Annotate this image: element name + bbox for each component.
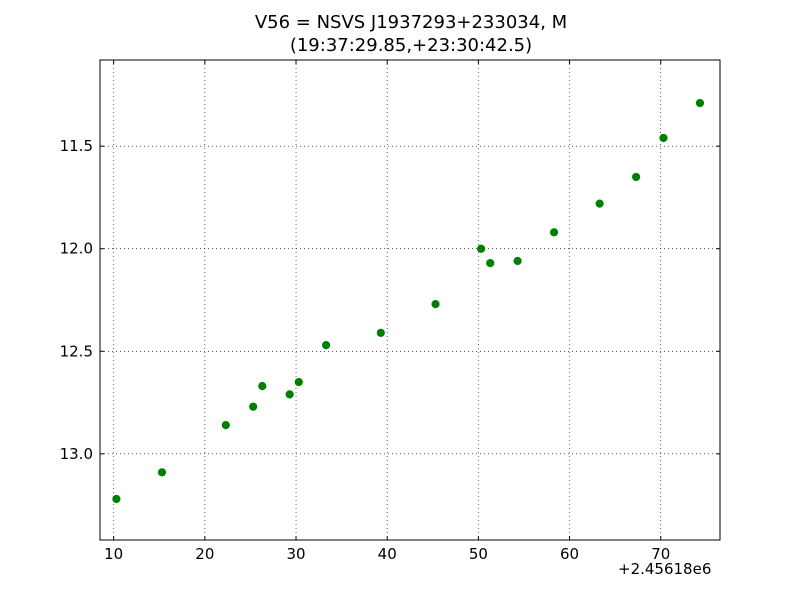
y-tick-label: 12.0: [60, 240, 93, 258]
data-point: [595, 199, 604, 208]
y-tick-label: 12.5: [60, 342, 93, 360]
y-tick-label: 13.0: [60, 445, 93, 463]
data-point: [695, 98, 705, 108]
data-point: [549, 228, 559, 237]
data-point: [157, 468, 167, 477]
x-tick-label: 50: [469, 545, 488, 563]
data-points: [112, 98, 705, 504]
data-point: [294, 377, 303, 387]
data-point: [285, 390, 294, 399]
data-point: [258, 382, 267, 391]
chart-title: V56 = NSVS J1937293+233034, M: [254, 12, 568, 33]
data-point: [477, 244, 486, 253]
data-point: [249, 402, 258, 411]
x-tick-label: 10: [104, 545, 123, 563]
data-point: [659, 133, 668, 143]
x-offset-label: +2.45618e6: [618, 560, 712, 578]
x-tick-label: 20: [195, 545, 214, 563]
x-tick-label: 30: [286, 545, 305, 563]
grid: [100, 60, 720, 540]
data-point: [221, 421, 230, 430]
x-tick-label: 60: [560, 545, 579, 563]
x-tick-label: 40: [378, 545, 397, 563]
x-tick-label: 70: [651, 545, 670, 563]
data-point: [322, 341, 331, 350]
ticks: 10 20 30 40 50 60 70 11.5 12.0 12.5 13.0: [60, 60, 720, 563]
data-point: [376, 328, 385, 337]
data-point: [486, 258, 495, 268]
y-tick-label: 11.5: [60, 137, 93, 155]
data-point: [112, 494, 121, 504]
data-point: [513, 256, 522, 266]
chart-subtitle: (19:37:29.85,+23:30:42.5): [289, 35, 533, 56]
data-point: [431, 300, 440, 309]
data-point: [632, 172, 641, 182]
plot-frame: [99, 59, 721, 541]
